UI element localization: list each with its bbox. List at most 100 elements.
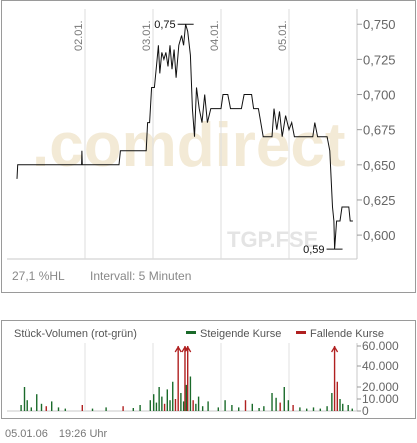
- volume-bar: [306, 408, 308, 411]
- volume-bar: [351, 408, 353, 411]
- volume-bar: [244, 400, 247, 411]
- volume-y-tick-label: 20.000: [362, 380, 399, 394]
- watermark-symbol: TGP.FSE: [227, 227, 318, 252]
- volume-bar: [258, 408, 260, 411]
- volume-bar: [326, 406, 328, 411]
- volume-bar: [163, 403, 166, 411]
- volume-bar: [251, 403, 253, 411]
- volume-bar: [263, 406, 265, 411]
- y-tick-label: 0,600: [363, 228, 396, 243]
- volume-bar: [238, 407, 240, 411]
- volume-bar: [161, 396, 163, 411]
- volume-bar: [187, 346, 189, 411]
- volume-bar: [182, 401, 185, 411]
- volume-bar: [177, 346, 179, 411]
- x-tick-label: 02.01.: [73, 20, 85, 51]
- volume-bar: [195, 403, 197, 411]
- volume-bar: [184, 346, 186, 411]
- volume-bar: [275, 397, 277, 411]
- y-tick-label: 0,675: [363, 123, 396, 138]
- volume-bar: [339, 399, 341, 411]
- volume-bar: [64, 408, 66, 411]
- volume-overflow-arrow: [174, 345, 182, 353]
- volume-bar: [169, 400, 171, 411]
- volume-bar: [23, 387, 26, 411]
- volume-bar: [217, 407, 219, 411]
- volume-bar: [30, 407, 32, 411]
- volume-bar: [283, 387, 285, 411]
- volume-bar: [57, 407, 60, 411]
- volume-bar: [231, 405, 233, 411]
- volume-bar: [192, 400, 194, 411]
- volume-bar: [51, 401, 53, 411]
- volume-bar: [26, 400, 28, 411]
- volume-bar: [105, 407, 107, 411]
- price-chart: .comdirect TGP.FSE 02.01. 03.01. 04.01. 05.01…: [7, 9, 396, 283]
- volume-y-tick-label: 0: [362, 404, 369, 418]
- volume-bar: [172, 381, 174, 411]
- volume-bar: [201, 406, 204, 411]
- volume-bar: [40, 403, 43, 411]
- volume-bar: [292, 405, 294, 411]
- legend-swatch: [296, 331, 306, 334]
- volume-bar: [166, 389, 168, 411]
- volume-bar: [287, 400, 290, 411]
- volume-title: Stück-Volumen (rot-grün): [14, 328, 137, 340]
- volume-bar: [132, 408, 134, 411]
- volume-bar: [319, 408, 321, 411]
- volume-bar: [158, 387, 160, 411]
- volume-bar: [149, 400, 151, 411]
- legend-label: Steigende Kurse: [200, 328, 281, 340]
- volume-bar: [224, 400, 226, 411]
- footer-date: 05.01.06: [5, 428, 48, 440]
- y-tick-label: 0,650: [363, 158, 396, 173]
- volume-bar: [279, 402, 281, 411]
- volume-bar: [271, 393, 273, 411]
- volume-bar: [81, 405, 83, 411]
- volume-bar: [155, 402, 158, 411]
- x-tick-label: 04.01.: [209, 20, 221, 51]
- y-tick-label: 0,625: [363, 193, 396, 208]
- volume-bar: [312, 407, 315, 411]
- volume-bar: [91, 408, 94, 411]
- volume-overflow-arrow: [184, 345, 192, 353]
- legend-label: Fallende Kurse: [310, 328, 384, 340]
- hl-stat: 27,1 %HL: [12, 269, 65, 283]
- volume-y-tick-label: 10.000: [362, 392, 399, 406]
- volume-bar: [342, 403, 344, 411]
- volume-bar: [336, 381, 338, 411]
- volume-bar: [299, 407, 301, 411]
- volume-chart: Stück-Volumen (rot-grün) Steigende Kurse F…: [7, 328, 399, 418]
- volume-bar: [20, 405, 22, 411]
- volume-bar: [347, 405, 349, 411]
- volume-overflow-arrow: [331, 345, 339, 353]
- y-tick-label: 0,700: [363, 88, 396, 103]
- volume-bar: [153, 394, 155, 411]
- volume-bar: [189, 376, 192, 411]
- volume-bar: [180, 393, 182, 411]
- volume-bar: [174, 399, 177, 411]
- volume-y-tick-label: 60.000: [362, 339, 399, 353]
- volume-bar: [333, 346, 336, 411]
- volume-bar: [331, 393, 333, 411]
- volume-bar: [139, 405, 141, 411]
- footer-time: 19:26 Uhr: [58, 428, 108, 440]
- y-tick-label: 0,750: [363, 17, 396, 32]
- legend-swatch: [186, 331, 196, 334]
- watermark-logo: .comdirect: [32, 111, 346, 180]
- x-tick-label: 03.01.: [141, 20, 153, 51]
- price-line: [16, 24, 353, 250]
- volume-bar: [36, 394, 38, 411]
- x-tick-label: 05.01.: [277, 20, 289, 51]
- volume-bar: [185, 384, 188, 411]
- y-tick-label: 0,725: [363, 52, 396, 67]
- footer: 05.01.06 19:26 Uhr: [5, 428, 115, 440]
- volume-bar: [122, 406, 124, 411]
- interval-stat: Intervall: 5 Minuten: [90, 269, 191, 283]
- price-chart-panel: .comdirect TGP.FSE 02.01. 03.01. 04.01. 05.01…: [1, 0, 416, 293]
- volume-bar: [45, 406, 47, 411]
- high-label: 0,75: [154, 19, 175, 31]
- volume-bar: [197, 396, 200, 411]
- volume-overflow-arrow: [181, 345, 189, 353]
- volume-chart-panel: Stück-Volumen (rot-grün) Steigende Kurse F…: [1, 320, 416, 419]
